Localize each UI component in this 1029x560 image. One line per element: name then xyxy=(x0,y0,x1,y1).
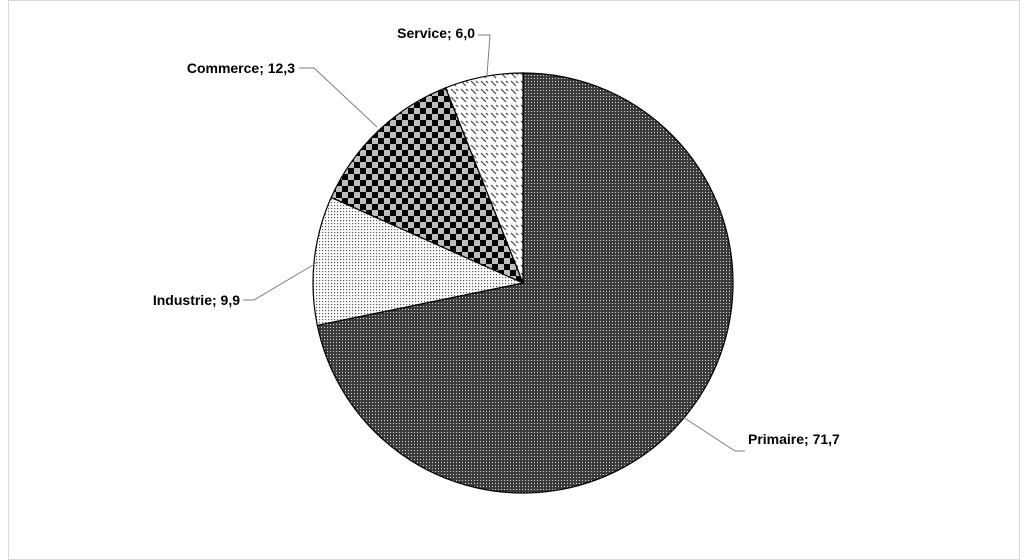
pie-slice-commerce xyxy=(330,87,525,285)
data-label-commerce: Commerce; 12,3 xyxy=(187,60,295,76)
pie-slice-service xyxy=(444,72,524,284)
leader-line-primaire xyxy=(682,416,745,452)
data-label-industrie: Industrie; 9,9 xyxy=(153,292,240,308)
data-label-primaire: Primaire; 71,7 xyxy=(748,431,840,447)
leader-line-service xyxy=(478,34,491,76)
data-label-service: Service; 6,0 xyxy=(397,25,475,41)
leader-line-industrie xyxy=(243,261,319,301)
leader-line-commerce xyxy=(299,67,378,128)
pie-slice-primaire xyxy=(316,72,734,494)
pie-slice-industrie xyxy=(312,196,525,327)
